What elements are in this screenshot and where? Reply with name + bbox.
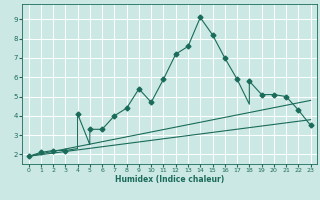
X-axis label: Humidex (Indice chaleur): Humidex (Indice chaleur) (115, 175, 224, 184)
